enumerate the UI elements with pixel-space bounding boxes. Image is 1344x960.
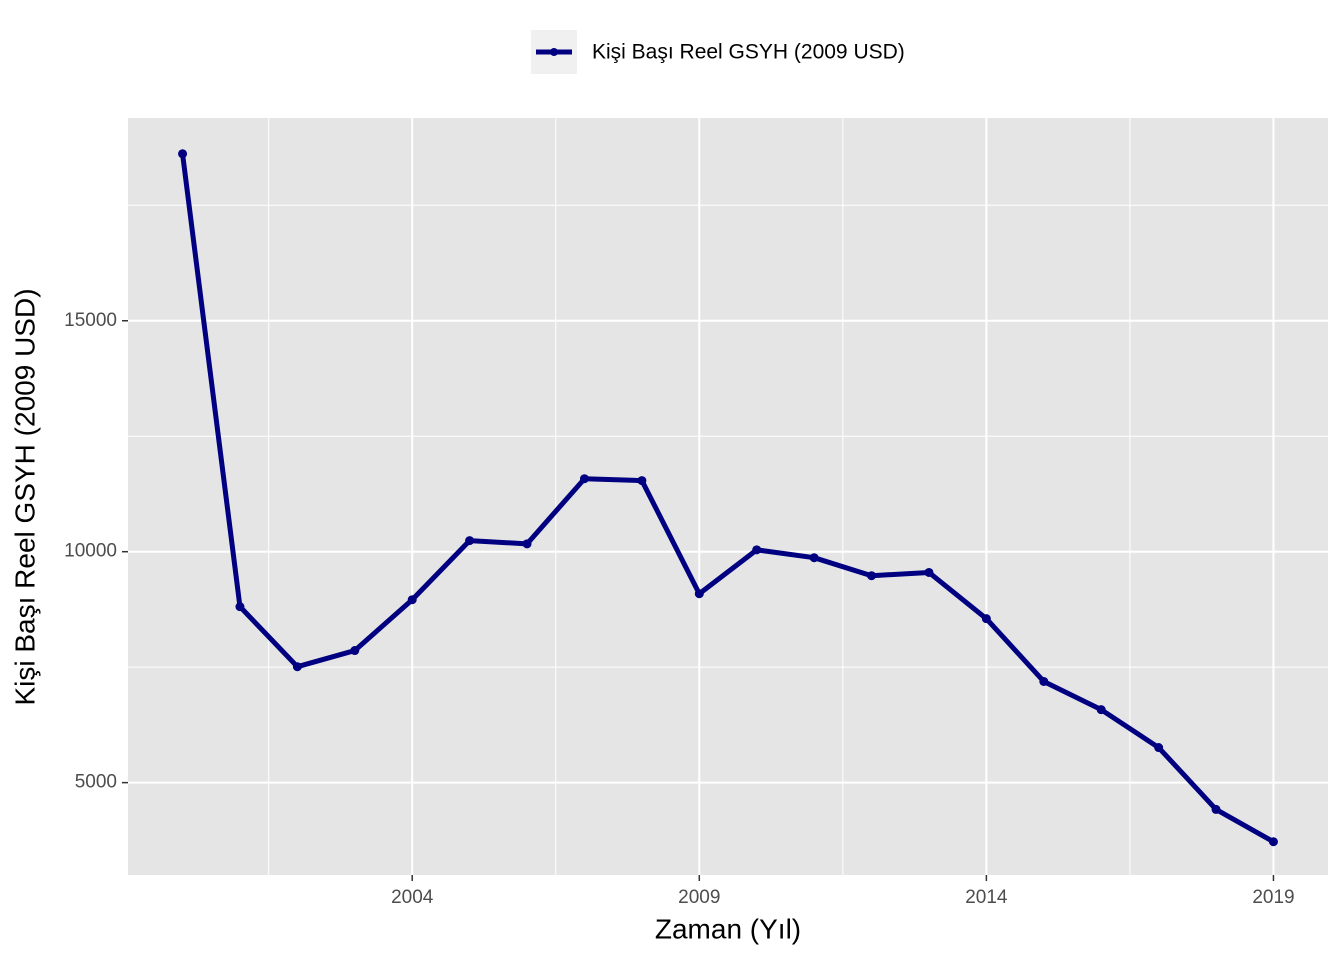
y-tick-label: 10000 [64, 541, 117, 562]
x-tick-label: 2019 [1252, 887, 1294, 908]
data-point [1096, 705, 1106, 715]
data-point [867, 571, 877, 581]
data-point [235, 602, 245, 612]
marks [178, 149, 1278, 847]
legend-label: Kişi Başı Reel GSYH (2009 USD) [592, 41, 905, 64]
data-point [407, 595, 417, 605]
data-point [178, 149, 188, 159]
data-point [981, 614, 991, 624]
y-tick-label: 5000 [75, 772, 117, 793]
data-point [522, 539, 532, 549]
data-point [1039, 676, 1049, 686]
y-axis-title: Kişi Başı Reel GSYH (2009 USD) [9, 288, 40, 705]
data-point [694, 589, 704, 599]
data-point [924, 567, 934, 577]
data-point [579, 474, 589, 484]
x-tick-label: 2014 [965, 887, 1008, 908]
data-point [1211, 804, 1221, 814]
data-point [465, 536, 475, 546]
data-point [292, 662, 302, 672]
legend-key-point [550, 48, 558, 56]
grid: 2004 2009 2014 2019 5000 10000 15000 [64, 118, 1328, 908]
y-tick-label: 15000 [64, 310, 117, 331]
series-line [180, 153, 1275, 844]
data-point [1154, 743, 1164, 753]
data-point [809, 553, 819, 563]
data-point [350, 646, 360, 656]
data-point [1268, 837, 1278, 847]
panel-background [128, 118, 1328, 875]
data-point [637, 476, 647, 486]
x-axis-title: Zaman (Yıl) [655, 913, 801, 944]
x-tick-label: 2009 [678, 887, 720, 908]
data-point [752, 545, 762, 555]
x-tick-label: 2004 [391, 887, 434, 908]
